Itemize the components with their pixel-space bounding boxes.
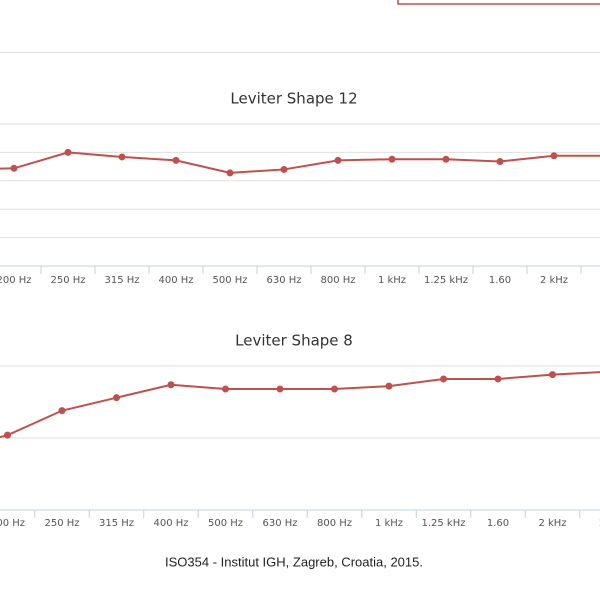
x-tick-label: 200 Hz [0,275,32,286]
point [549,371,556,379]
point [4,431,11,439]
x-tick-label: 500 Hz [212,275,247,286]
x-tick-label: 630 Hz [262,518,297,529]
point [334,156,342,164]
x-tick-label: 250 Hz [44,518,79,529]
x-tick-label: 250 Hz [50,275,85,286]
point [58,407,66,415]
point [494,375,502,383]
x-tick-label: 400 Hz [153,518,188,529]
point [64,148,72,156]
x-tick-label: 1.60 [489,275,511,286]
x-tick-label: 1.25 kHz [424,275,468,286]
footer: ISO354 - Institut IGH, Zagreb, Croatia, … [165,554,423,569]
point [118,153,126,161]
point [276,385,284,393]
point [331,385,338,393]
x-tick-label: 2 kHz [540,275,568,286]
x-tick-label: 1.60 [487,518,509,529]
point [222,385,229,393]
chart-title: Leviter Shape 12 [230,90,357,108]
point [440,375,447,383]
point [167,381,175,389]
x-tick-label: 200 Hz [0,518,25,529]
x-tick-label: 630 Hz [266,275,301,286]
point [388,155,396,163]
x-tick-label: 315 Hz [104,275,139,286]
top-box [397,0,600,5]
point [280,165,288,173]
x-tick-label: 1 kHz [375,518,403,529]
x-tick-label: 400 Hz [158,275,193,286]
point [385,382,393,390]
point [442,155,450,163]
point [550,152,558,160]
x-tick-label: 500 Hz [208,518,243,529]
x-tick-label: 800 Hz [320,275,355,286]
x-tick-label: 315 Hz [99,518,134,529]
x-tick-label: 800 Hz [317,518,352,529]
point [226,169,234,177]
x-tick-label: 1.25 kHz [421,518,465,529]
point [172,156,180,164]
point [10,164,18,172]
point [113,394,120,402]
chart-title: Leviter Shape 8 [235,332,353,350]
x-tick-label: 2 kHz [538,518,566,529]
x-tick-label: 1 kHz [378,275,406,286]
point [496,157,504,165]
series-line [0,151,600,174]
